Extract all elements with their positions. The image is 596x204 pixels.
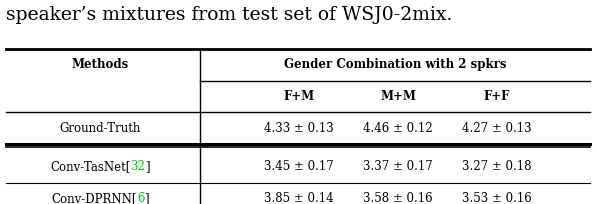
Text: Methods: Methods [72,58,129,71]
Text: Ground-Truth: Ground-Truth [60,122,141,134]
Text: 4.33 ± 0.13: 4.33 ± 0.13 [264,122,334,134]
Text: Conv-TasNet[: Conv-TasNet[ [50,161,131,173]
Text: 3.58 ± 0.16: 3.58 ± 0.16 [364,192,433,204]
Text: 3.53 ± 0.16: 3.53 ± 0.16 [462,192,532,204]
Text: 3.45 ± 0.17: 3.45 ± 0.17 [264,161,334,173]
Text: 3.37 ± 0.17: 3.37 ± 0.17 [363,161,433,173]
Text: ]: ] [144,192,149,204]
Text: 32: 32 [131,161,145,173]
Text: speaker’s mixtures from test set of WSJ0-2mix.: speaker’s mixtures from test set of WSJ0… [6,6,452,24]
Text: 6: 6 [137,192,144,204]
Text: 4.46 ± 0.12: 4.46 ± 0.12 [364,122,433,134]
Text: F+M: F+M [284,90,315,103]
Text: Conv-DPRNN[: Conv-DPRNN[ [51,192,137,204]
Text: 4.27 ± 0.13: 4.27 ± 0.13 [462,122,532,134]
Text: ]: ] [145,161,150,173]
Text: Gender Combination with 2 spkrs: Gender Combination with 2 spkrs [284,58,506,71]
Text: 3.27 ± 0.18: 3.27 ± 0.18 [462,161,532,173]
Text: 3.85 ± 0.14: 3.85 ± 0.14 [265,192,334,204]
Text: M+M: M+M [380,90,416,103]
Text: F+F: F+F [484,90,510,103]
